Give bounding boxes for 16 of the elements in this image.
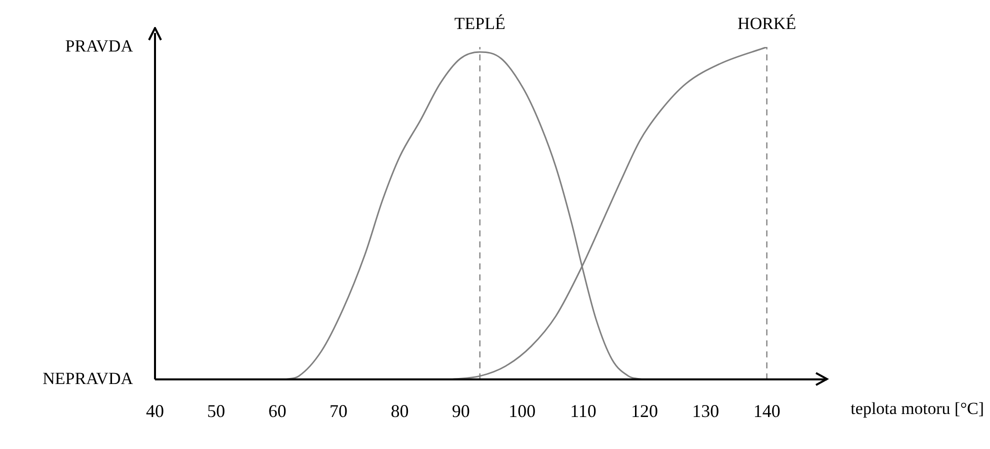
x-tick-label: 80 [390,400,409,421]
text: NEPRAVDA [42,368,134,388]
x-tick-label: 110 [570,400,596,421]
series-label: HORKÉ [738,14,796,33]
x-tick-label: 100 [508,400,536,421]
text: PRAVDA [65,36,134,56]
x-tick-label: 50 [207,400,226,421]
x-tick-label: 60 [268,400,286,421]
series-label: TEPLÉ [454,14,506,33]
x-axis-title: teplota motoru [°C] [850,398,984,418]
x-tick-label: 70 [330,400,348,421]
x-tick-label: 40 [146,400,164,421]
x-tick-label: 120 [630,400,658,421]
x-tick-label: 140 [753,400,780,421]
x-tick-label: 90 [452,400,470,421]
x-tick-label: 130 [692,400,720,421]
